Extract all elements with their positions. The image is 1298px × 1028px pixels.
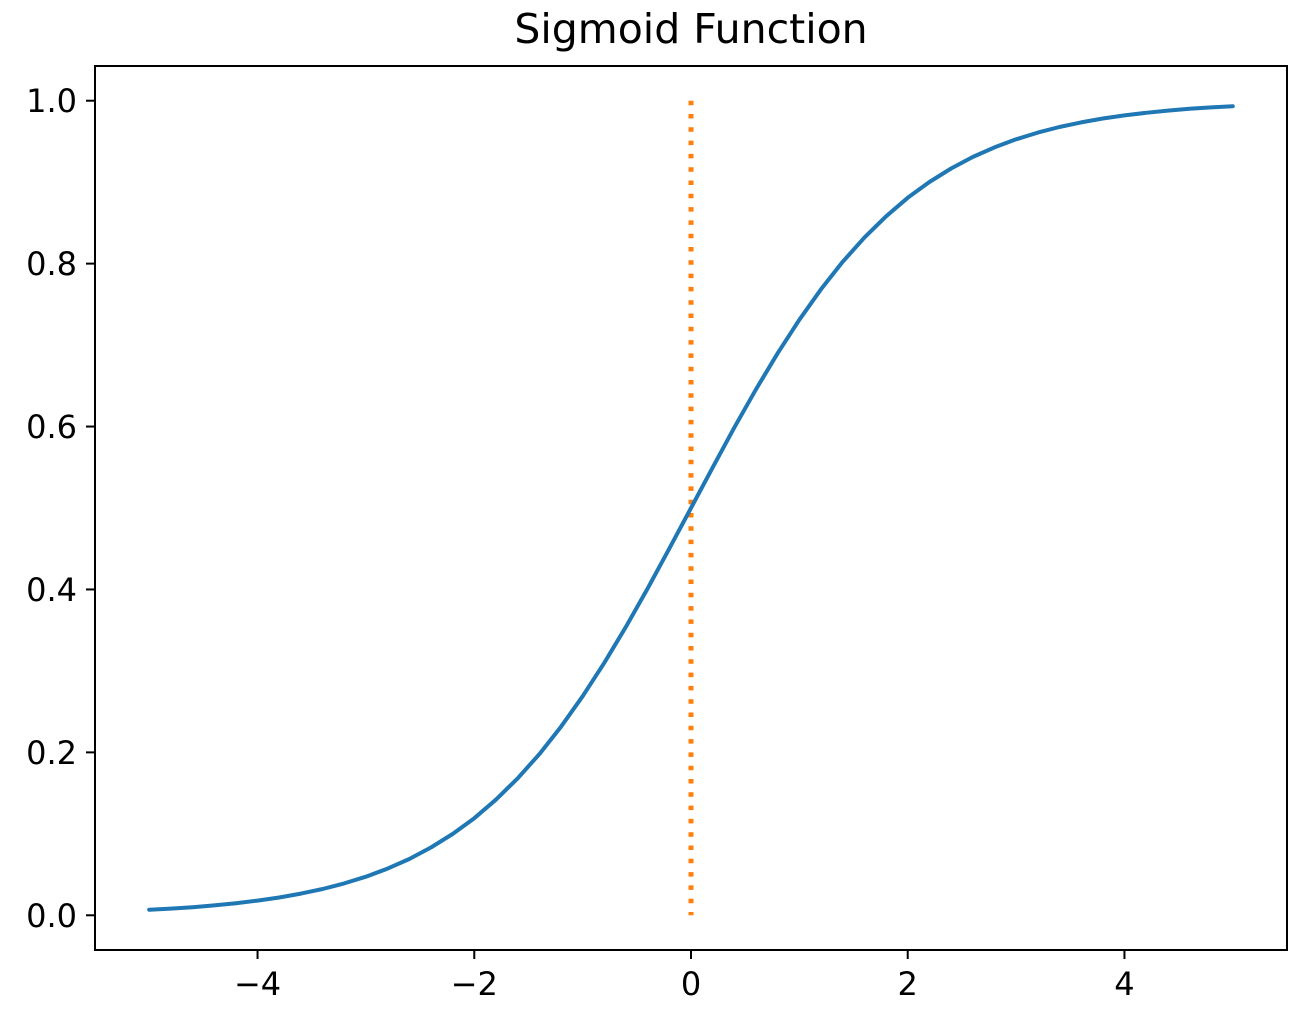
sigmoid-curve — [147, 104, 1235, 912]
y-tick-label: 0.0 — [26, 897, 77, 935]
x-tick-label: 2 — [898, 965, 918, 1003]
x-tick-label: −2 — [451, 965, 498, 1003]
chart-title: Sigmoid Function — [514, 5, 868, 53]
y-tick-label: 0.6 — [26, 408, 77, 446]
x-tick-label: 0 — [681, 965, 701, 1003]
y-tick-label: 0.4 — [26, 571, 77, 609]
y-tick-label: 0.2 — [26, 734, 77, 772]
x-tick-label: 4 — [1114, 965, 1134, 1003]
x-tick-label: −4 — [234, 965, 281, 1003]
y-tick-label: 0.8 — [26, 245, 77, 283]
y-tick-label: 1.0 — [26, 82, 77, 120]
